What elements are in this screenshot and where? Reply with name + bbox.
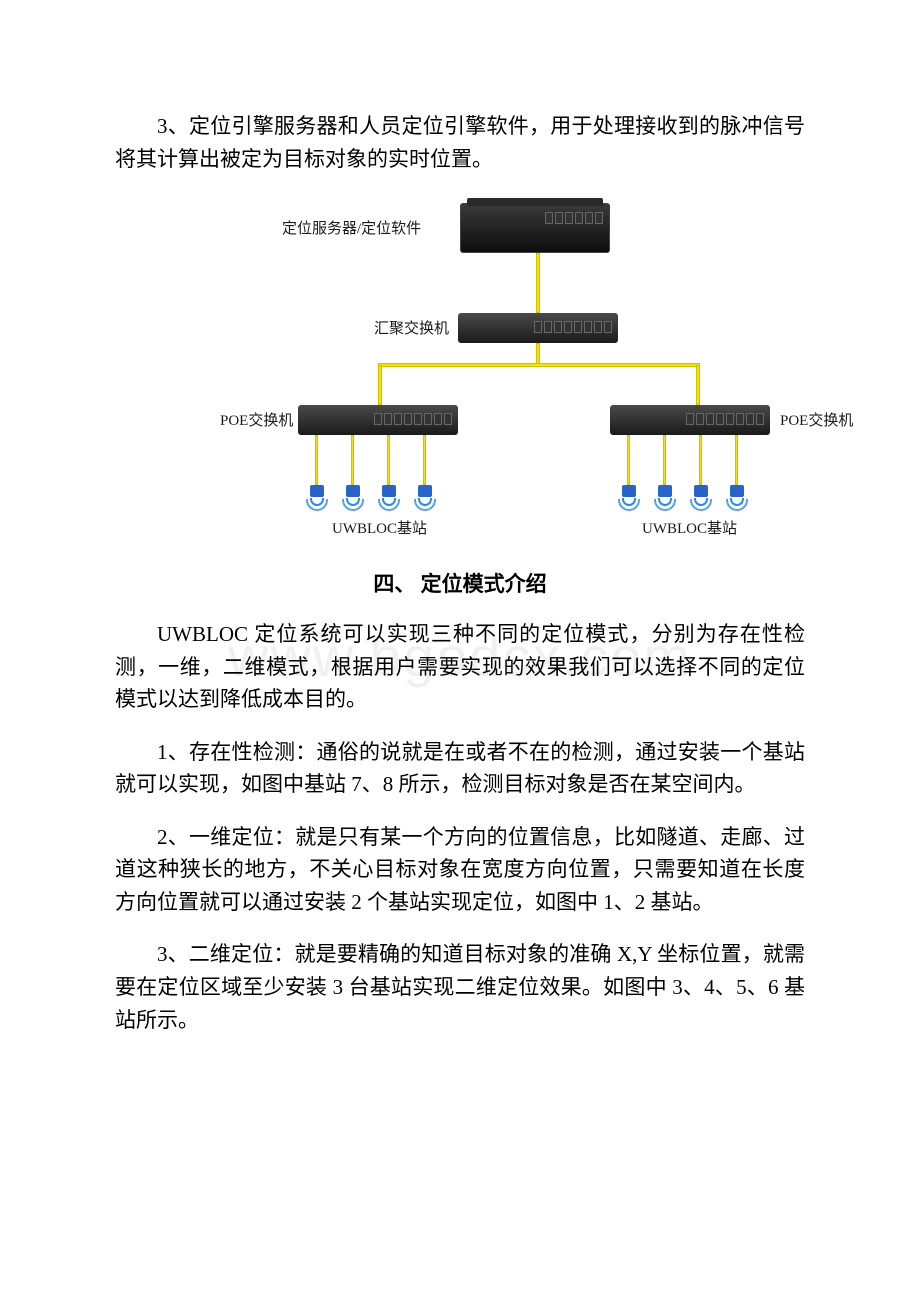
network-diagram: 定位服务器/定位软件 汇聚交换机 POE交换机 POE交换机 (190, 195, 730, 540)
poe-switch-left (298, 405, 458, 435)
cable-agg-horiz (378, 363, 700, 367)
base-station (694, 485, 708, 505)
section-4-wrap: www.bgodcx.com 四、 定位模式介绍 UWBLOC 定位系统可以实现… (115, 568, 805, 716)
cable-bs-r4 (735, 435, 738, 485)
aggregation-switch (458, 313, 618, 343)
cable-agg-poe-r (696, 365, 700, 405)
poe-l-ports (374, 413, 452, 427)
paragraph-5: 3、二维定位：就是要精确的知道目标对象的准确 X,Y 坐标位置，就需要在定位区域… (115, 938, 805, 1036)
paragraph-4: 2、一维定位：就是只有某一个方向的位置信息，比如隧道、走廊、过道这种狭长的地方，… (115, 821, 805, 919)
base-station (346, 485, 360, 505)
poe-switch-left-label: POE交换机 (220, 409, 293, 430)
poe-switch-right (610, 405, 770, 435)
section-4-title: 四、 定位模式介绍 (115, 568, 805, 598)
paragraph-2: UWBLOC 定位系统可以实现三种不同的定位模式，分别为存在性检测，一维，二维模… (115, 618, 805, 716)
cable-bs-r1 (627, 435, 630, 485)
page-content: 3、定位引擎服务器和人员定位引擎软件，用于处理接收到的脉冲信号将其计算出被定为目… (0, 0, 920, 1036)
base-station (382, 485, 396, 505)
aggregation-switch-label: 汇聚交换机 (374, 317, 449, 338)
paragraph-3: 1、存在性检测：通俗的说就是在或者不在的检测，通过安装一个基站就可以实现，如图中… (115, 736, 805, 801)
cable-agg-down (536, 343, 540, 365)
base-station-left-label: UWBLOC基站 (332, 517, 427, 538)
base-station (730, 485, 744, 505)
server-label: 定位服务器/定位软件 (282, 217, 421, 238)
base-station (310, 485, 324, 505)
cable-bs-r2 (663, 435, 666, 485)
cable-bs-l4 (423, 435, 426, 485)
poe-r-ports (686, 413, 764, 427)
base-station-right-label: UWBLOC基站 (642, 517, 737, 538)
server-ports (545, 212, 603, 226)
paragraph-1: 3、定位引擎服务器和人员定位引擎软件，用于处理接收到的脉冲信号将其计算出被定为目… (115, 110, 805, 175)
cable-bs-l2 (351, 435, 354, 485)
poe-switch-right-label: POE交换机 (780, 409, 853, 430)
cable-agg-poe-l (378, 365, 382, 405)
cable-bs-l1 (315, 435, 318, 485)
base-station (658, 485, 672, 505)
base-station (622, 485, 636, 505)
server-device (460, 203, 610, 253)
cable-server-agg (536, 253, 540, 313)
agg-ports (534, 321, 612, 335)
cable-bs-r3 (699, 435, 702, 485)
cable-bs-l3 (387, 435, 390, 485)
base-station (418, 485, 432, 505)
